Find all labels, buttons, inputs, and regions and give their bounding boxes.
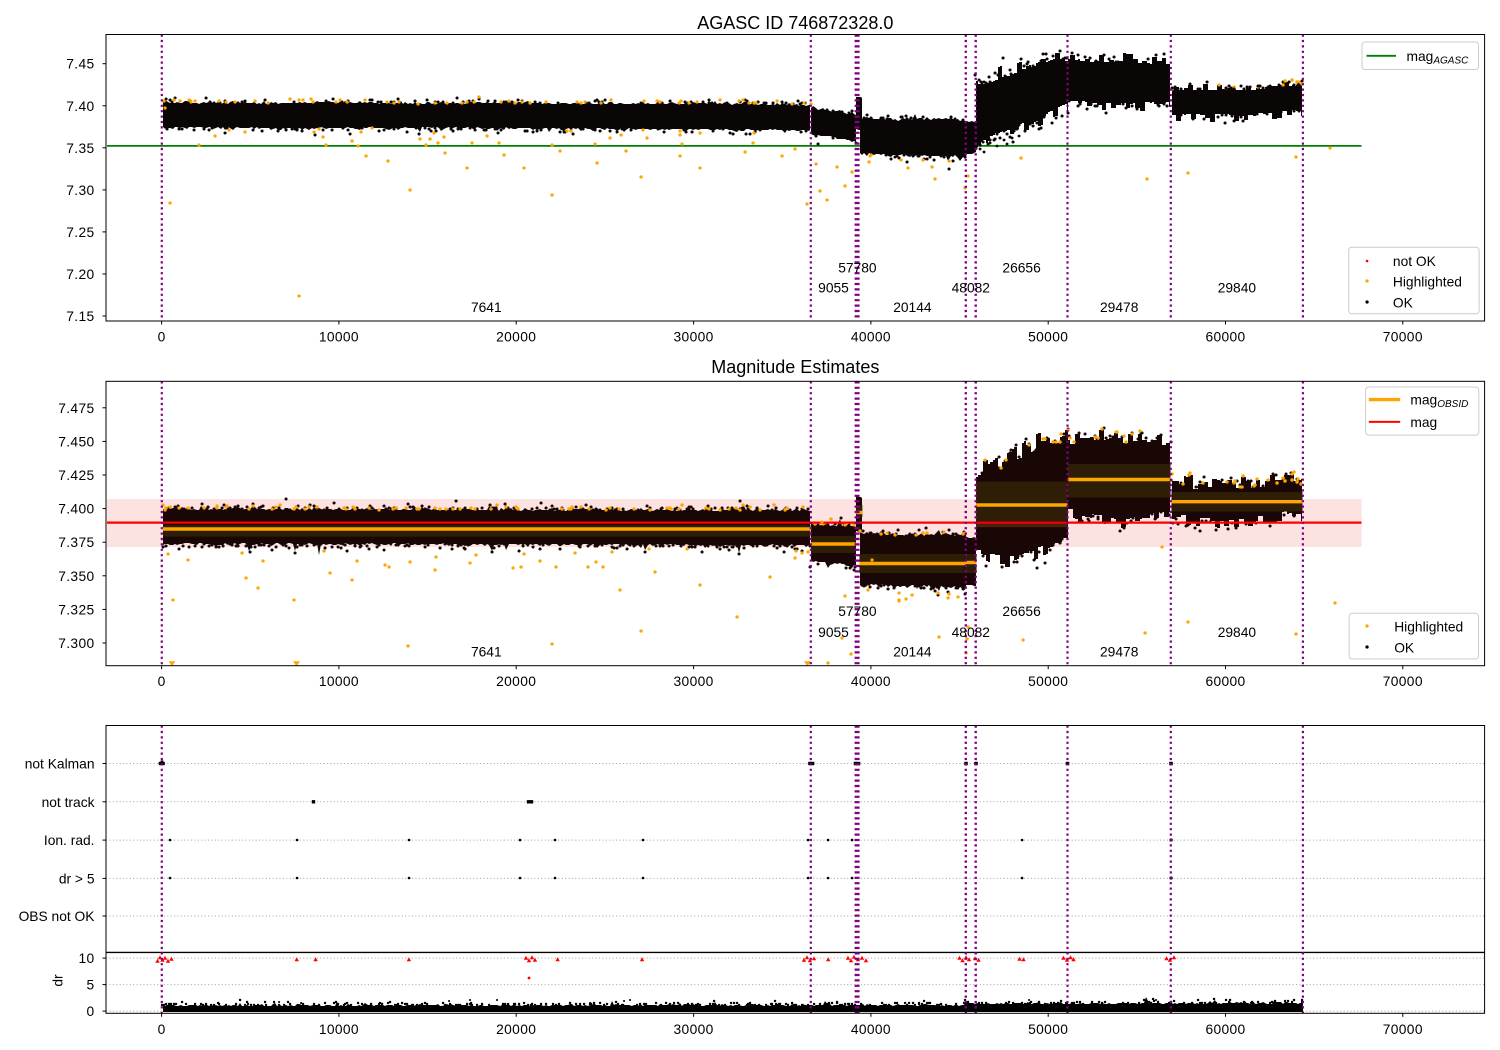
svg-text:20144: 20144 <box>893 300 932 315</box>
svg-text:not track: not track <box>42 795 95 810</box>
svg-text:60000: 60000 <box>1205 1022 1245 1037</box>
svg-text:48082: 48082 <box>952 625 990 640</box>
svg-text:7.25: 7.25 <box>66 225 94 240</box>
svg-text:7.450: 7.450 <box>58 434 94 449</box>
svg-text:40000: 40000 <box>851 1022 891 1037</box>
svg-text:57780: 57780 <box>838 604 877 619</box>
svg-text:7.375: 7.375 <box>58 535 94 550</box>
svg-text:0: 0 <box>158 674 166 689</box>
svg-text:5: 5 <box>86 978 94 993</box>
svg-text:10000: 10000 <box>319 674 359 689</box>
svg-text:7.325: 7.325 <box>58 602 94 617</box>
svg-text:48082: 48082 <box>952 280 990 295</box>
svg-text:0: 0 <box>158 330 166 345</box>
svg-text:29478: 29478 <box>1100 300 1139 315</box>
svg-text:29840: 29840 <box>1218 625 1257 640</box>
svg-text:70000: 70000 <box>1383 1022 1423 1037</box>
svg-text:7.40: 7.40 <box>66 99 94 114</box>
svg-text:29478: 29478 <box>1100 645 1139 660</box>
svg-text:7641: 7641 <box>471 300 502 315</box>
svg-text:not Kalman: not Kalman <box>25 757 95 772</box>
svg-text:7.20: 7.20 <box>66 267 94 282</box>
svg-text:7.15: 7.15 <box>66 309 94 324</box>
svg-text:70000: 70000 <box>1383 330 1423 345</box>
svg-text:Ion. rad.: Ion. rad. <box>44 833 95 848</box>
svg-text:7.425: 7.425 <box>58 468 94 483</box>
svg-text:OK: OK <box>1394 640 1415 655</box>
svg-text:50000: 50000 <box>1028 1022 1068 1037</box>
svg-text:OBS not OK: OBS not OK <box>19 909 96 924</box>
svg-text:10000: 10000 <box>319 1022 359 1037</box>
svg-text:60000: 60000 <box>1205 330 1245 345</box>
svg-text:Highlighted: Highlighted <box>1394 620 1463 635</box>
svg-text:7.45: 7.45 <box>66 57 94 72</box>
svg-text:20000: 20000 <box>496 1022 536 1037</box>
svg-text:9055: 9055 <box>818 280 849 295</box>
svg-text:29840: 29840 <box>1218 280 1257 295</box>
svg-text:20000: 20000 <box>496 330 536 345</box>
svg-text:40000: 40000 <box>851 330 891 345</box>
svg-text:26656: 26656 <box>1002 261 1041 276</box>
svg-text:10000: 10000 <box>319 330 359 345</box>
svg-text:20144: 20144 <box>893 645 932 660</box>
svg-text:7.475: 7.475 <box>58 401 94 416</box>
svg-text:30000: 30000 <box>674 330 714 345</box>
svg-text:7.35: 7.35 <box>66 141 94 156</box>
svg-text:Highlighted: Highlighted <box>1393 274 1462 289</box>
svg-text:OK: OK <box>1393 296 1414 311</box>
svg-text:70000: 70000 <box>1383 674 1423 689</box>
svg-text:AGASC ID 746872328.0: AGASC ID 746872328.0 <box>697 13 893 33</box>
svg-text:mag: mag <box>1410 415 1437 430</box>
svg-text:Magnitude Estimates: Magnitude Estimates <box>711 357 879 377</box>
svg-text:7.350: 7.350 <box>58 569 94 584</box>
svg-text:0: 0 <box>86 1004 94 1019</box>
svg-text:60000: 60000 <box>1205 674 1245 689</box>
svg-text:7.30: 7.30 <box>66 183 94 198</box>
svg-text:0: 0 <box>158 1022 166 1037</box>
svg-text:9055: 9055 <box>818 625 849 640</box>
svg-text:40000: 40000 <box>851 674 891 689</box>
svg-text:30000: 30000 <box>674 1022 714 1037</box>
svg-text:57780: 57780 <box>838 261 877 276</box>
svg-text:dr > 5: dr > 5 <box>59 871 95 886</box>
svg-text:10: 10 <box>78 951 94 966</box>
svg-text:50000: 50000 <box>1028 330 1068 345</box>
svg-text:20000: 20000 <box>496 674 536 689</box>
svg-text:50000: 50000 <box>1028 674 1068 689</box>
svg-text:26656: 26656 <box>1002 604 1041 619</box>
svg-text:30000: 30000 <box>674 674 714 689</box>
svg-text:not OK: not OK <box>1393 254 1437 269</box>
svg-text:7.400: 7.400 <box>58 502 94 517</box>
svg-text:7641: 7641 <box>471 645 502 660</box>
svg-text:dr: dr <box>51 974 66 987</box>
svg-text:7.300: 7.300 <box>58 636 94 651</box>
